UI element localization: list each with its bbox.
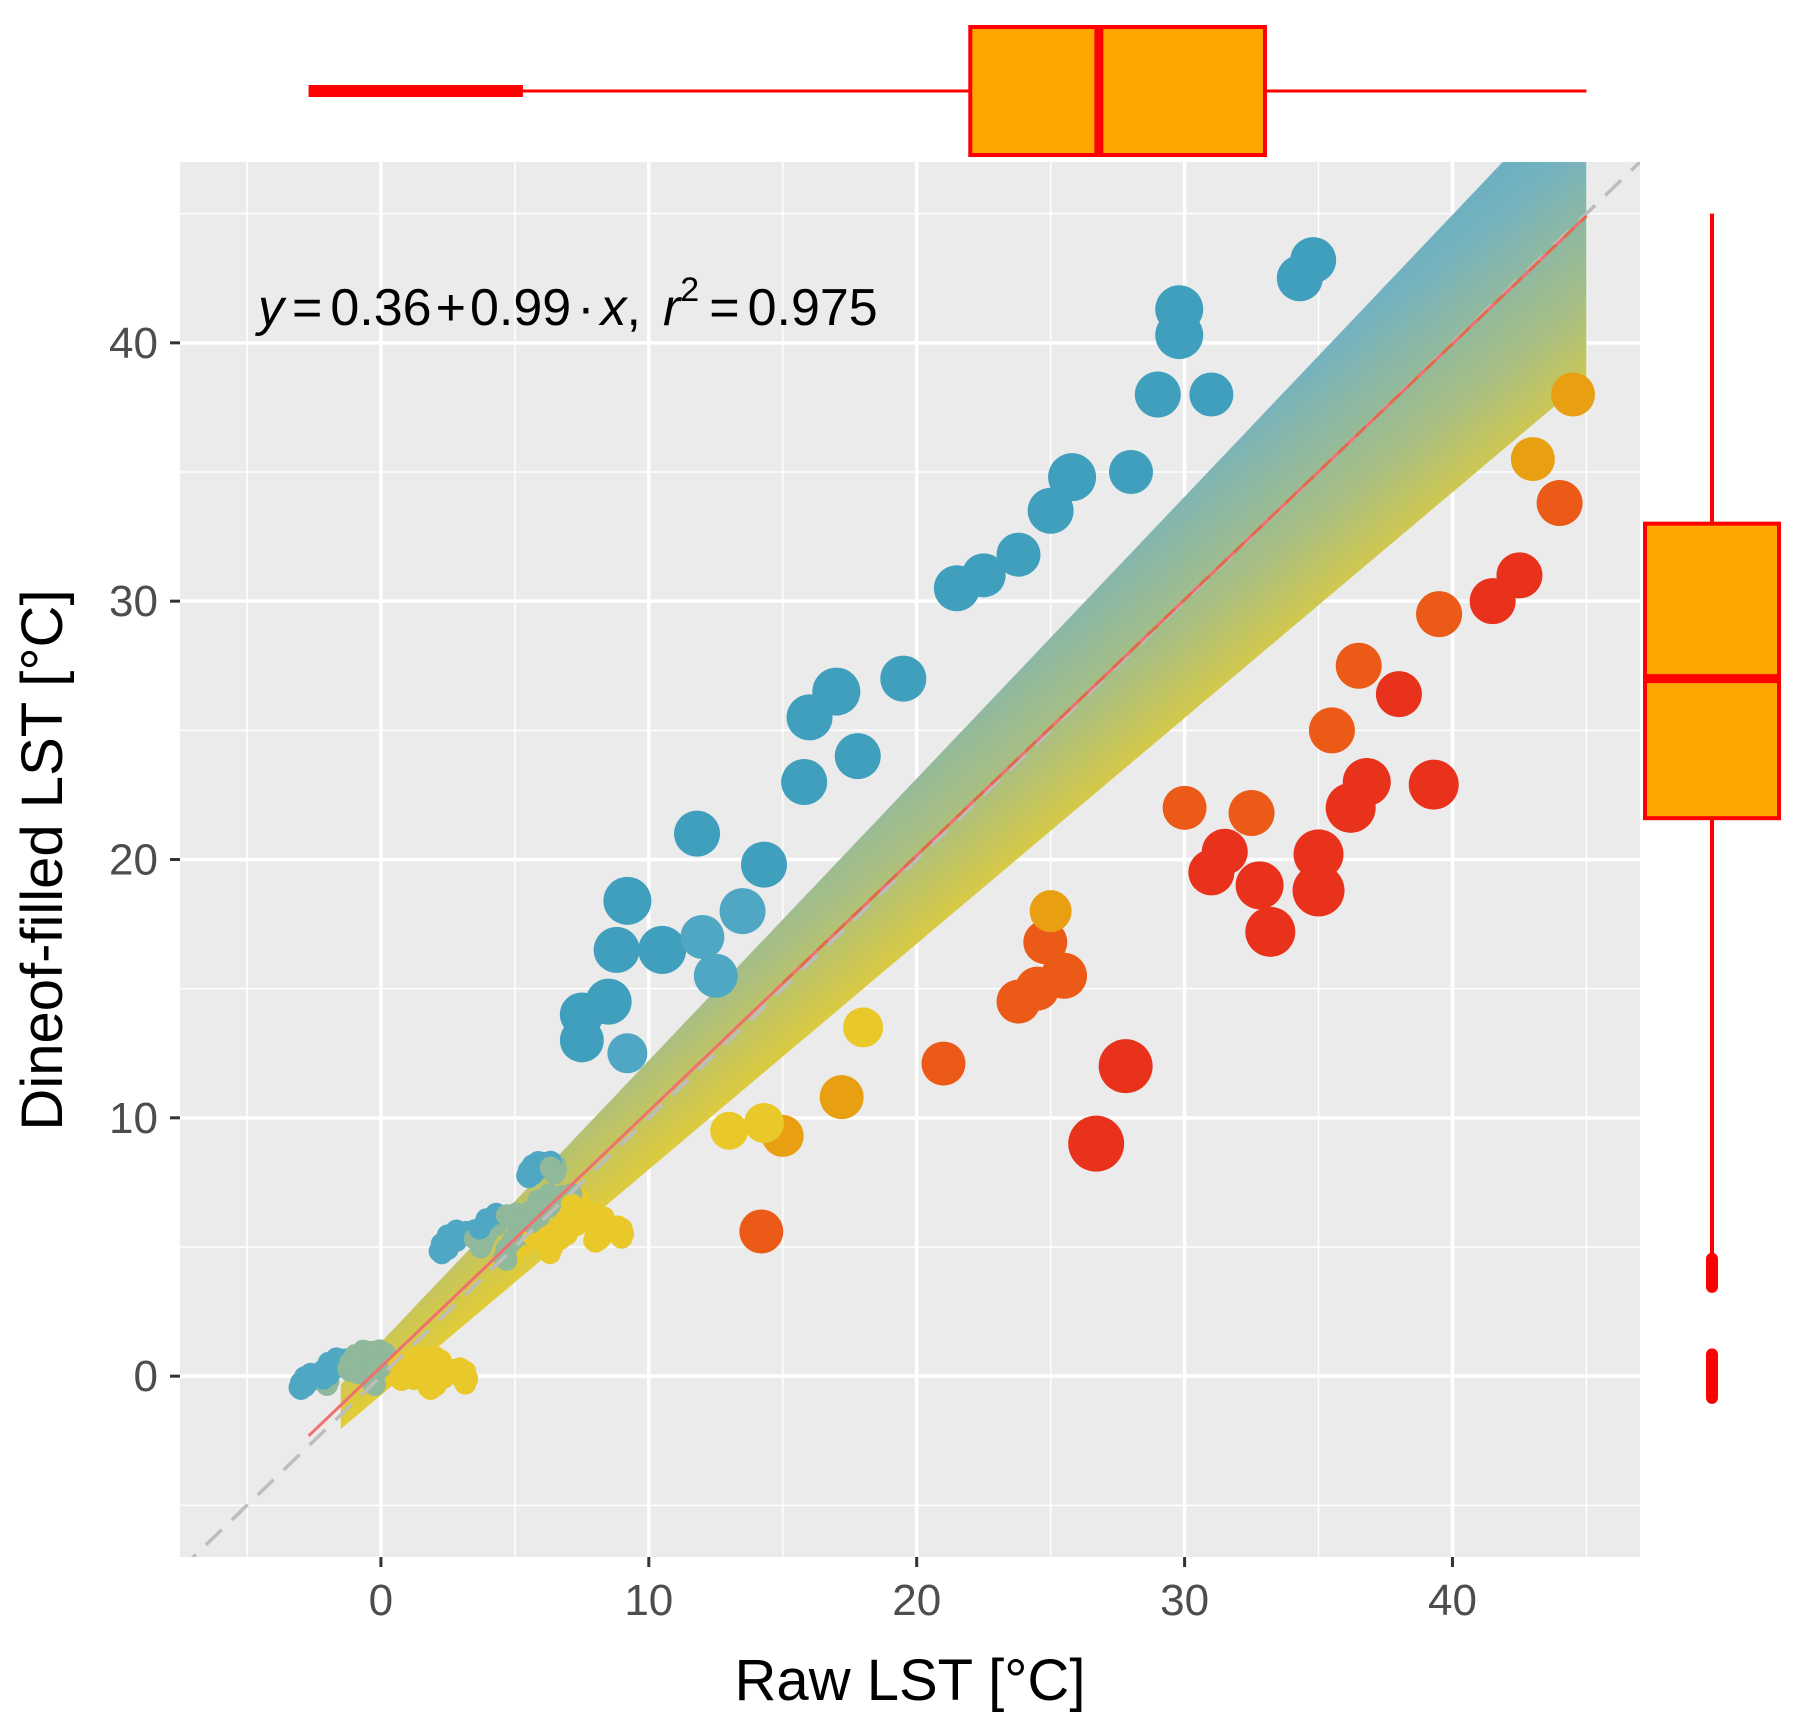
scatter-point (693, 953, 738, 998)
scatter-points (559, 237, 1596, 1254)
cluster-point (610, 1226, 633, 1249)
scatter-point (1276, 255, 1323, 302)
scatter-point (819, 1075, 864, 1120)
scatter-point (1408, 759, 1459, 810)
x-tick-label: 40 (1428, 1576, 1477, 1625)
eq-plus: + (436, 279, 466, 337)
scatter-point (961, 553, 1006, 598)
scatter-point (1245, 906, 1296, 957)
scatter-point (559, 1018, 604, 1063)
cluster-point (543, 1162, 566, 1185)
eq-dot: · (577, 279, 594, 337)
x-tick-label: 30 (1160, 1576, 1209, 1625)
scatter-point (834, 733, 881, 780)
cluster-point (454, 1372, 477, 1395)
scatter-point (585, 978, 632, 1025)
scatter-point (1109, 450, 1154, 494)
scatter-point (1189, 372, 1234, 417)
scatter-point (1308, 707, 1355, 754)
scatter-point (1029, 890, 1072, 933)
scatter-point (781, 759, 828, 805)
scatter-point (593, 926, 640, 973)
scatter-point (1342, 758, 1391, 806)
identity-line (190, 162, 1640, 1557)
scatter-point (1155, 311, 1204, 360)
eq-equals-2: = (709, 279, 739, 337)
y-tick-label: 30 (109, 577, 158, 626)
x-tick-label: 0 (369, 1576, 393, 1625)
y-box-iqr (1643, 521, 1781, 821)
eq-r2-value: 0.975 (748, 279, 878, 337)
y-tick-label: 0 (134, 1352, 158, 1401)
regression-line-dashed-segment (781, 214, 1588, 985)
scatter-point (680, 915, 725, 959)
eq-y: y (255, 279, 287, 337)
point-clusters (288, 1150, 635, 1401)
scatter-point (739, 1209, 784, 1254)
scatter-point (607, 1033, 648, 1074)
x-axis: 0 10 20 30 40 (369, 1557, 1477, 1625)
scatter-point (1496, 552, 1543, 599)
y-axis: 0 10 20 30 40 (109, 319, 180, 1401)
scatter-point (1416, 591, 1463, 638)
scatter-point (1293, 829, 1344, 880)
scatter-point (786, 694, 833, 741)
scatter-point (1335, 642, 1382, 689)
scatter-point (674, 810, 721, 857)
y-tick-label: 20 (109, 836, 158, 885)
scatter-point (1235, 861, 1284, 910)
scatter-point (1292, 864, 1345, 917)
y-tick-label: 40 (109, 319, 158, 368)
eq-slope: 0.99 (470, 279, 571, 337)
scatter-point (638, 925, 687, 974)
x-box-iqr (968, 25, 1267, 157)
scatter-point (1201, 828, 1248, 875)
scatter-point (996, 532, 1041, 577)
marginal-y-boxplot (1643, 213, 1781, 1404)
scatter-point (1536, 480, 1583, 526)
scatter-point (1027, 487, 1074, 534)
eq-equals-1: = (292, 279, 322, 337)
scatter-point (921, 1041, 966, 1086)
scatter-point (1551, 372, 1596, 417)
scatter-point (1375, 671, 1422, 718)
scatter-point (1162, 785, 1207, 830)
scatter-point (1134, 371, 1181, 418)
scatter-point (603, 876, 652, 925)
scatter-point (744, 1103, 784, 1143)
marginal-x-boxplot (308, 25, 1587, 157)
scatter-point (1048, 453, 1097, 502)
scatter-point (1510, 437, 1555, 482)
x-tick-label: 20 (892, 1576, 941, 1625)
scatter-point (1098, 1039, 1153, 1094)
x-tick-label: 10 (624, 1576, 673, 1625)
eq-intercept: 0.36 (330, 279, 431, 337)
y-axis-title: Dineof-filled LST [°C] (10, 589, 75, 1130)
y-tick-label: 10 (109, 1094, 158, 1143)
scatter-point (880, 655, 927, 702)
scatter-point (843, 1007, 884, 1048)
x-axis-title: Raw LST [°C] (735, 1648, 1086, 1713)
scatter-point (719, 888, 766, 935)
scatter-point (710, 1111, 749, 1150)
eq-r: r (663, 279, 683, 337)
scatter-point (1228, 790, 1275, 836)
scatter-point (1068, 1115, 1125, 1172)
regression-equation: y = 0.36+0.99 · x, r2 = 0.975 (255, 271, 878, 337)
eq-x: x (598, 279, 629, 337)
scatter-point (741, 841, 787, 888)
scatter-point (1041, 952, 1088, 999)
eq-r-exponent: 2 (680, 271, 699, 309)
eq-comma: , (627, 279, 641, 337)
